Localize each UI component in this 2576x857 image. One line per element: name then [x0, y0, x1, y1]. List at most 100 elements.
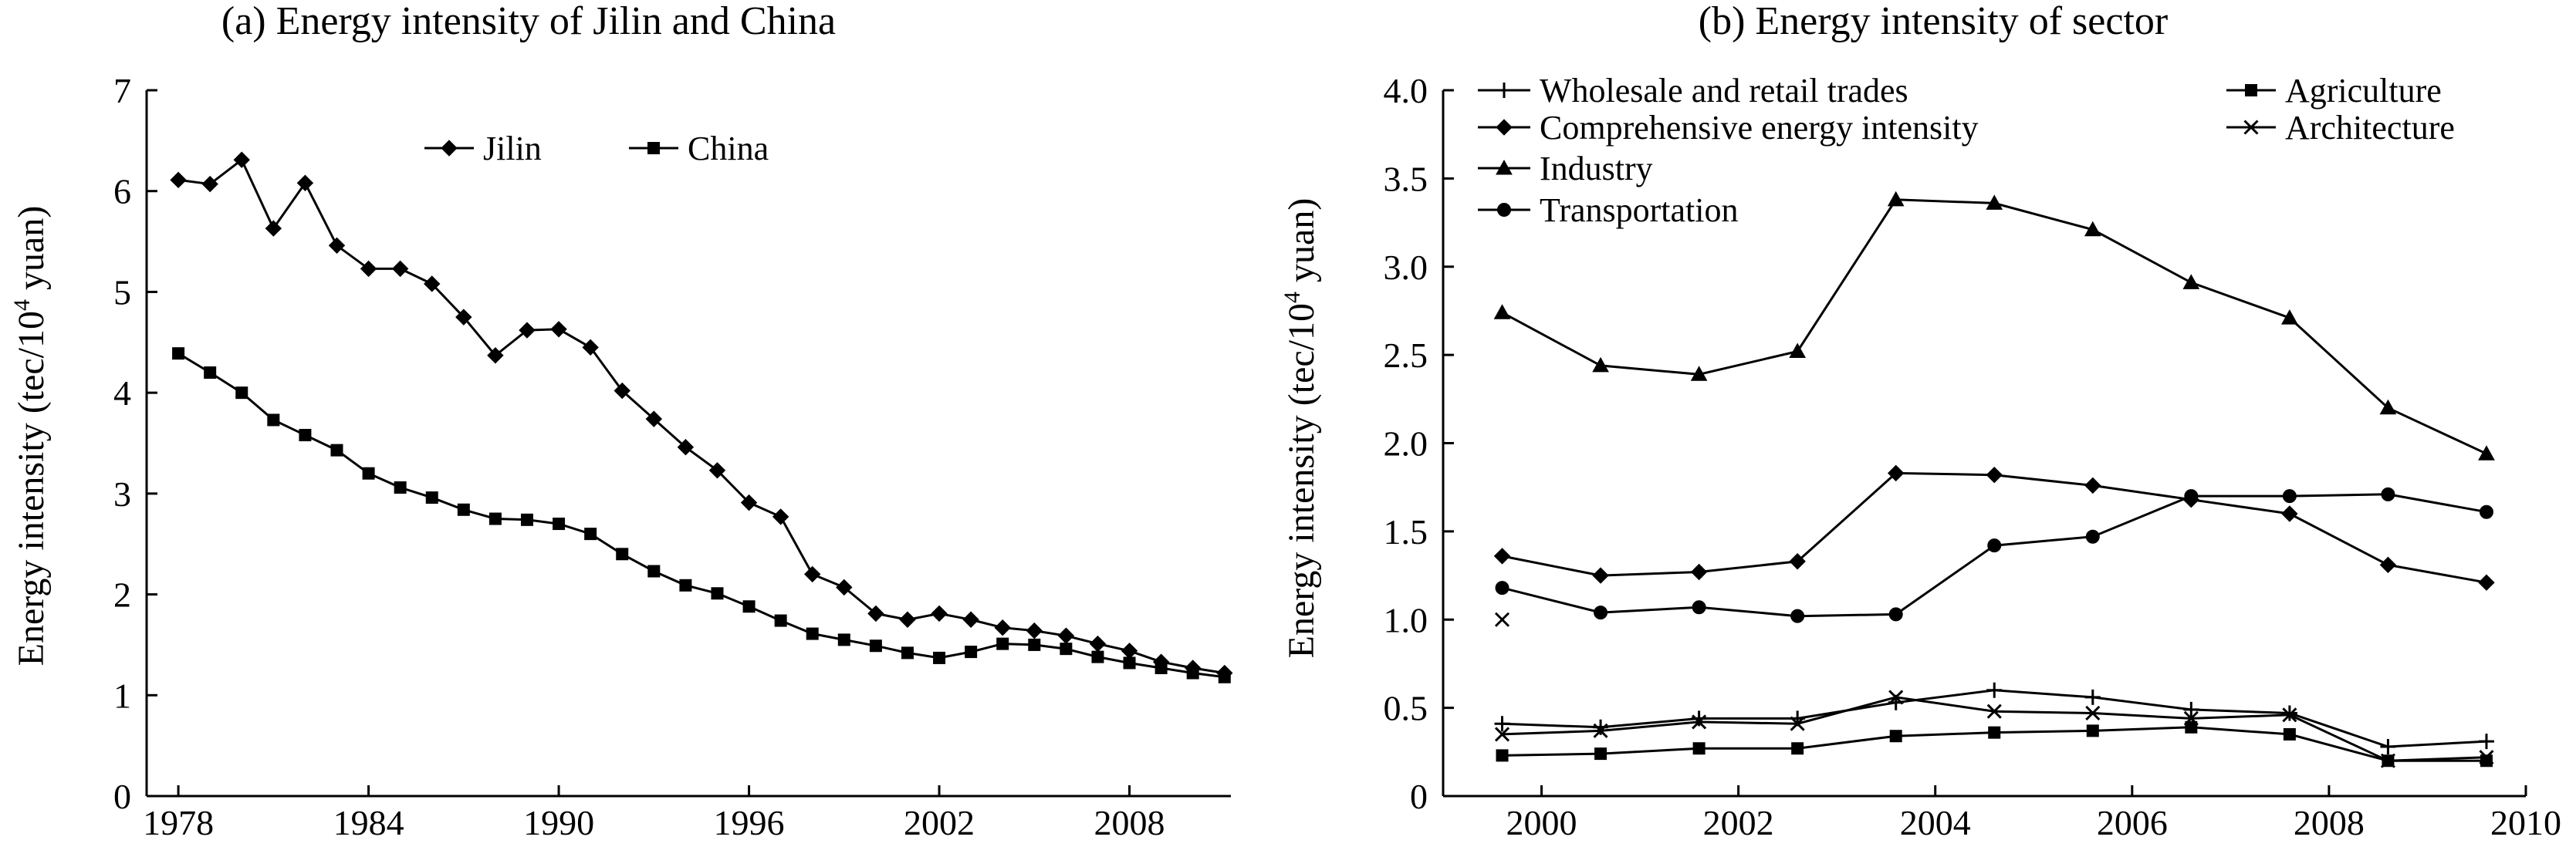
b-point-wholesale-and-retail-trades	[1986, 682, 2003, 698]
a-point-jilin	[994, 619, 1011, 636]
a-point-jilin	[836, 579, 853, 596]
a-point-china	[1218, 670, 1231, 683]
a-point-jilin	[1057, 627, 1075, 644]
b-point-industry	[1887, 191, 1905, 207]
b-point-wholesale-and-retail-trades	[1691, 710, 1707, 727]
panel-a: (a) Energy intensity of Jilin and China …	[9, 0, 1233, 842]
a-point-jilin	[708, 462, 726, 479]
b-series-line-industry	[1501, 198, 2487, 455]
a-point-china	[267, 413, 280, 427]
b-point-wholesale-and-retail-trades	[2380, 738, 2396, 754]
b-point-transportation	[1987, 538, 2002, 553]
b-point-comprehensive-energy-intensity	[1690, 563, 1708, 581]
b-y-tick-label: 3.5	[1384, 159, 1428, 198]
panel-a-legend: Jilin China	[424, 130, 769, 167]
a-point-china	[711, 587, 724, 600]
a-point-jilin	[328, 237, 346, 255]
panel-a-axes	[145, 90, 1231, 798]
a-point-china	[299, 429, 312, 442]
a-legend-label-jilin: Jilin	[483, 130, 542, 167]
a-legend-label-china: China	[688, 130, 769, 167]
a-point-jilin	[614, 382, 630, 400]
a-point-jilin	[519, 322, 536, 339]
a-point-jilin	[962, 611, 979, 628]
a-y-tick-label: 3	[113, 474, 131, 514]
b-legend-label-architecture: Architecture	[2285, 109, 2455, 147]
b-point-agriculture	[1496, 749, 1509, 762]
b-point-comprehensive-energy-intensity	[1789, 553, 1806, 570]
a-point-china	[996, 637, 1009, 650]
b-x-tick-label: 2008	[2294, 803, 2365, 842]
b-point-architecture	[2282, 707, 2297, 723]
a-point-jilin	[233, 151, 250, 168]
a-point-china	[204, 366, 217, 379]
a-point-jilin	[296, 174, 314, 191]
a-point-china	[869, 639, 882, 653]
a-point-jilin	[1089, 635, 1107, 653]
panel-a-ticks: 0 1 2 3 4 5 6 7 1978 1984 1990 1996 2002 2008	[113, 71, 1165, 842]
b-y-tick-label: 1.5	[1384, 512, 1428, 552]
a-point-china	[806, 627, 819, 640]
a-point-jilin	[899, 611, 916, 628]
b-point-industry	[2281, 309, 2298, 325]
b-point-comprehensive-energy-intensity	[1986, 466, 2003, 484]
b-point-agriculture	[1692, 742, 1706, 755]
b-point-transportation	[2184, 489, 2199, 504]
b-point-architecture	[1888, 690, 1904, 705]
a-series-line-china	[177, 352, 1225, 679]
b-point-transportation	[2085, 529, 2100, 544]
a-y-tick-label: 2	[113, 575, 131, 615]
b-legend-label-transportation: Transportation	[1540, 191, 1739, 229]
a-point-china	[584, 528, 597, 541]
a-y-tick-label: 6	[113, 172, 131, 211]
a-point-jilin	[1121, 643, 1138, 660]
a-point-jilin	[677, 439, 695, 456]
b-point-architecture	[2479, 750, 2494, 765]
a-point-china	[488, 512, 502, 525]
b-point-comprehensive-energy-intensity	[2281, 505, 2298, 522]
a-point-china	[172, 347, 185, 360]
b-legend-label-industry: Industry	[1540, 150, 1653, 187]
a-point-china	[362, 467, 375, 480]
b-point-architecture	[1593, 723, 1608, 738]
b-point-comprehensive-energy-intensity	[2379, 556, 2397, 574]
a-point-jilin	[360, 260, 377, 278]
a-point-china	[520, 513, 533, 526]
a-point-china	[742, 600, 756, 613]
b-legend-marker-agriculture	[2245, 84, 2257, 96]
b-point-architecture	[1692, 714, 1707, 730]
a-series-line-jilin	[177, 157, 1225, 674]
panel-b-title: (b) Energy intensity of sector	[1699, 0, 2168, 43]
b-point-architecture	[1494, 727, 1510, 742]
b-x-tick-label: 2000	[1506, 803, 1577, 842]
b-point-architecture	[1790, 716, 1805, 731]
a-point-china	[1154, 661, 1168, 674]
a-point-china	[457, 503, 470, 516]
a-point-jilin	[867, 605, 884, 623]
b-x-tick-label: 2004	[1900, 803, 1971, 842]
b-legend-label-agriculture: Agriculture	[2285, 72, 2442, 110]
b-x-tick-label: 2010	[2490, 803, 2561, 842]
b-point-architecture	[2380, 753, 2396, 768]
b-point-transportation	[2479, 504, 2493, 519]
b-y-tick-label: 0.5	[1384, 689, 1428, 728]
b-point-agriculture	[2185, 720, 2198, 734]
b-y-tick-label: 0	[1410, 777, 1428, 816]
a-point-china	[425, 491, 438, 504]
b-point-comprehensive-energy-intensity	[2478, 574, 2495, 591]
a-point-china	[394, 481, 407, 494]
b-point-agriculture	[1791, 742, 1804, 755]
b-point-wholesale-and-retail-trades	[2084, 689, 2101, 705]
b-y-tick-label: 4.0	[1384, 71, 1428, 110]
a-point-china	[1091, 650, 1104, 663]
b-extra-point	[1494, 612, 1510, 627]
a-x-tick-label: 2002	[904, 803, 975, 842]
a-point-china	[679, 579, 692, 592]
a-point-china	[1028, 638, 1041, 651]
b-x-tick-label: 2006	[2097, 803, 2168, 842]
b-point-comprehensive-energy-intensity	[1493, 548, 1511, 565]
a-point-jilin	[550, 321, 567, 338]
a-point-jilin	[772, 508, 789, 525]
a-point-china	[553, 518, 566, 531]
